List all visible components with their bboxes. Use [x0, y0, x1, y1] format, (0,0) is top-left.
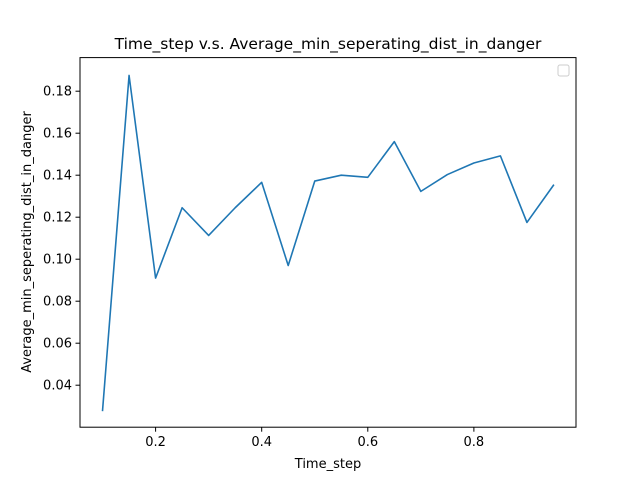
y-tick-label: 0.14 [43, 169, 72, 184]
chart-title: Time_step v.s. Average_min_seperating_di… [114, 35, 542, 54]
plot-area [80, 57, 576, 428]
x-axis-title: Time_step [294, 457, 361, 472]
x-tick-label: 0.6 [357, 435, 378, 450]
y-tick-label: 0.10 [43, 253, 72, 268]
series-layer [101, 74, 555, 412]
plot-frame [79, 57, 577, 428]
y-axis-title: Average_min_seperating_dist_in_danger [20, 111, 35, 373]
x-tick-label: 0.2 [145, 435, 166, 450]
y-tick-label: 0.04 [43, 379, 72, 394]
y-tick-label: 0.08 [43, 295, 72, 310]
x-tick-label: 0.8 [464, 435, 485, 450]
y-tick-label: 0.06 [43, 337, 72, 352]
x-tick-label: 0.4 [251, 435, 272, 450]
x-axis: 0.2 0.4 0.6 0.8 [145, 427, 484, 450]
y-tick-label: 0.12 [43, 211, 72, 226]
y-tick-label: 0.18 [43, 85, 72, 100]
legend-box [557, 64, 570, 77]
y-axis: 0.04 0.06 0.08 0.10 0.12 0.14 0.16 0.18 [43, 85, 80, 394]
series-line-0 [101, 74, 555, 412]
y-tick-label: 0.16 [43, 127, 72, 142]
